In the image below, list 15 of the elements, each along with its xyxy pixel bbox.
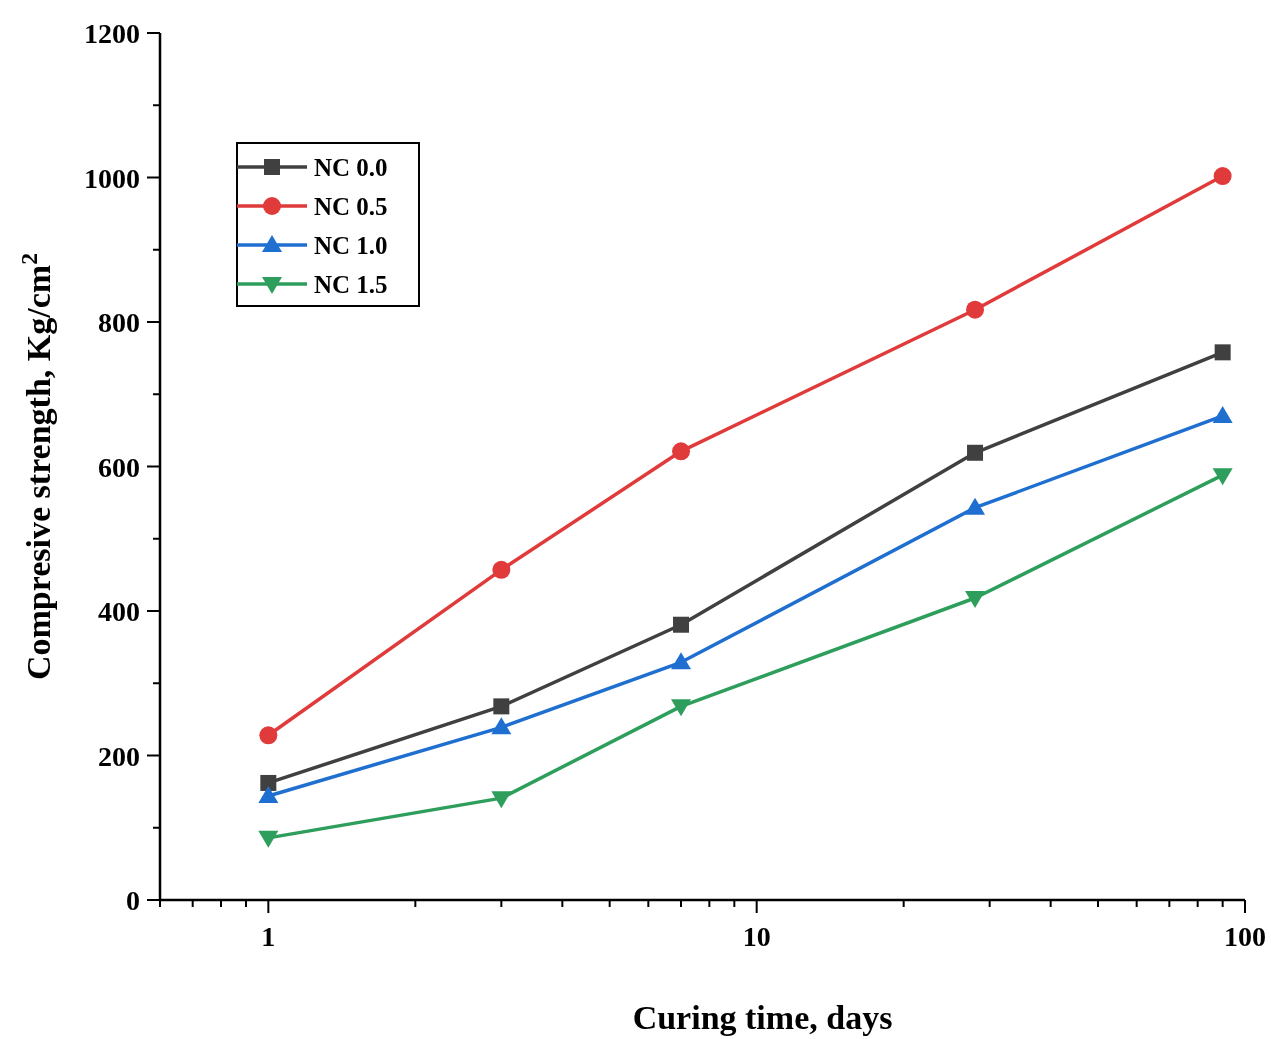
legend-label: NC 0.5 — [314, 193, 388, 220]
y-tick-label: 0 — [126, 885, 140, 916]
y-tick-label: 400 — [98, 596, 140, 627]
legend-label: NC 1.5 — [314, 271, 388, 298]
x-axis-title: Curing time, days — [632, 999, 893, 1036]
y-tick-label: 800 — [98, 307, 140, 338]
legend-label: NC 0.0 — [314, 154, 388, 181]
y-tick-label: 1000 — [84, 162, 140, 194]
y-tick-label: 200 — [98, 740, 140, 772]
x-tick-label: 1 — [261, 921, 276, 952]
x-tick-label: 100 — [1224, 921, 1266, 952]
x-tick-label: 10 — [742, 921, 771, 952]
legend-label: NC 1.0 — [314, 232, 388, 259]
y-tick-label: 1200 — [84, 18, 140, 49]
y-tick-label: 600 — [98, 451, 140, 483]
